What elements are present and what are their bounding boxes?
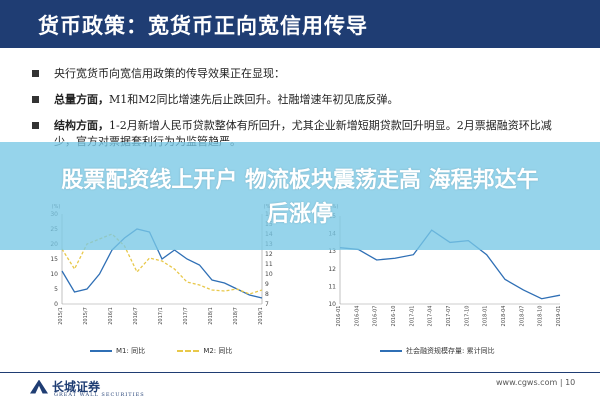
footer-site: www.cgws.com — [496, 378, 558, 387]
left-x-tick: 2016/1 — [108, 307, 114, 325]
banner-line-2: 后涨停 — [266, 202, 333, 227]
left-y-tick: 0 — [54, 301, 58, 308]
right-x-tick: 2017-10 — [464, 306, 470, 327]
left-y-tick: 15 — [50, 256, 58, 263]
right-x-tick: 2016-07 — [373, 306, 379, 327]
header-bar — [0, 0, 600, 48]
right-y-tick: 9 — [265, 281, 269, 288]
left-y-tick: 10 — [50, 271, 58, 278]
logo-chinese: 长城证券 — [52, 380, 101, 394]
right-x-tick: 2017-01 — [409, 306, 415, 327]
bullet-square-icon — [32, 96, 39, 103]
bullet-item: 央行宽货币向宽信用政策的传导效果正在显现： — [32, 66, 572, 82]
footer-separator: | — [559, 378, 566, 387]
left-x-tick: 2017/7 — [183, 307, 189, 325]
right-x-tick: 2019-01 — [556, 306, 562, 327]
right-y-tick: 11 — [328, 283, 336, 290]
tsf-legend-line — [380, 350, 402, 352]
company-logo: 长城证券 GREAT WALL SECURITIES — [30, 376, 144, 398]
right-x-tick: 2017-07 — [446, 306, 452, 327]
banner-headline: 股票配资线上开户 物流板块震荡走高 海程邦达午 后涨停 — [10, 164, 590, 232]
m1-legend-line — [90, 350, 112, 352]
m1-legend-label: M1: 同比 — [116, 347, 146, 355]
right-x-tick: 2016-10 — [391, 306, 397, 327]
right-x-tick: 2018-01 — [483, 306, 489, 327]
m2-legend-line — [177, 350, 200, 352]
right-y-tick: 10 — [265, 271, 273, 278]
m2-legend-label: M2: 同比 — [203, 347, 233, 355]
right-x-tick: 2017-04 — [428, 306, 434, 327]
right-y-tick: 7 — [265, 301, 269, 308]
right-y-tick: 12 — [328, 266, 336, 273]
banner-line-1: 股票配资线上开户 物流板块震荡走高 海程邦达午 — [61, 168, 539, 193]
left-x-tick: 2018/7 — [233, 307, 239, 325]
left-x-tick: 2019/1 — [258, 307, 264, 325]
right-x-tick: 2016-04 — [354, 306, 360, 327]
left-x-tick: 2015/1 — [58, 307, 64, 325]
footer-divider — [0, 372, 600, 373]
bullet-bold: 结构方面， — [54, 119, 109, 132]
tsf-legend-label: 社会融资规模存量: 累计同比 — [406, 347, 495, 355]
right-y-tick: 13 — [328, 248, 336, 255]
left-x-tick: 2015/7 — [83, 307, 89, 325]
right-x-tick: 2018-07 — [519, 306, 525, 327]
left-legend: M1: 同比 M2: 同比 — [90, 346, 232, 356]
page-title: 货币政策：宽货币正向宽信用传导 — [38, 14, 368, 38]
great-wall-logo-icon — [30, 379, 48, 394]
bullet-bold: 总量方面， — [54, 93, 109, 106]
overlay-banner — [0, 142, 600, 250]
left-x-tick: 2018/1 — [208, 307, 214, 325]
bullet-text: M1和M2同比增速先后止跌回升。社融增速年初见底反弹。 — [109, 93, 399, 106]
bullet-square-icon — [32, 122, 39, 129]
left-x-tick: 2017/1 — [158, 307, 164, 325]
page-number: 10 — [565, 378, 576, 387]
left-y-tick: 5 — [54, 286, 58, 293]
logo-english: GREAT WALL SECURITIES — [54, 392, 145, 398]
m1-line — [61, 228, 263, 299]
right-legend: 社会融资规模存量: 累计同比 — [380, 346, 495, 356]
bullet-text: 央行宽货币向宽信用政策的传导效果正在显现： — [54, 67, 285, 80]
right-x-tick: 2016-01 — [336, 306, 342, 327]
right-x-tick: 2018-04 — [501, 306, 507, 327]
left-x-tick: 2016/7 — [133, 307, 139, 325]
right-y-tick: 10 — [328, 301, 336, 308]
right-x-tick: 2018-10 — [538, 306, 544, 327]
bullet-square-icon — [32, 70, 39, 77]
footer-info: www.cgws.com | 10 — [496, 378, 575, 387]
right-y-tick: 12 — [265, 251, 273, 258]
right-y-tick: 11 — [265, 261, 273, 268]
bullet-item: 总量方面，M1和M2同比增速先后止跌回升。社融增速年初见底反弹。 — [32, 92, 572, 108]
right-y-tick: 8 — [265, 291, 269, 298]
